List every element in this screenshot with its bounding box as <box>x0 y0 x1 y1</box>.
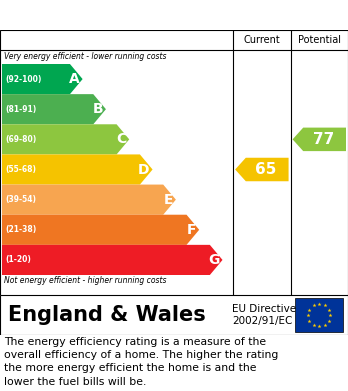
Text: (81-91): (81-91) <box>5 105 36 114</box>
Text: Current: Current <box>244 35 280 45</box>
Text: (39-54): (39-54) <box>5 195 36 204</box>
Polygon shape <box>2 94 106 124</box>
Text: E: E <box>163 193 173 206</box>
Polygon shape <box>2 124 129 154</box>
Text: (69-80): (69-80) <box>5 135 36 144</box>
Polygon shape <box>2 245 222 275</box>
Text: (55-68): (55-68) <box>5 165 36 174</box>
Text: D: D <box>138 163 150 176</box>
Polygon shape <box>2 185 176 215</box>
Polygon shape <box>235 158 288 181</box>
Polygon shape <box>2 154 152 185</box>
Text: Very energy efficient - lower running costs: Very energy efficient - lower running co… <box>4 52 166 61</box>
Polygon shape <box>293 127 346 151</box>
Text: Potential: Potential <box>298 35 341 45</box>
Text: Not energy efficient - higher running costs: Not energy efficient - higher running co… <box>4 276 166 285</box>
Bar <box>295 298 343 332</box>
Text: England & Wales: England & Wales <box>8 305 206 325</box>
Text: (1-20): (1-20) <box>5 255 31 264</box>
Polygon shape <box>2 215 199 245</box>
Text: 65: 65 <box>255 162 277 177</box>
Text: B: B <box>92 102 103 116</box>
Polygon shape <box>2 64 82 94</box>
Text: C: C <box>116 133 126 146</box>
Text: G: G <box>208 253 220 267</box>
Text: Energy Efficiency Rating: Energy Efficiency Rating <box>7 7 217 23</box>
Text: (92-100): (92-100) <box>5 75 41 84</box>
Text: F: F <box>187 223 196 237</box>
Text: The energy efficiency rating is a measure of the
overall efficiency of a home. T: The energy efficiency rating is a measur… <box>4 337 278 387</box>
Text: 77: 77 <box>313 132 334 147</box>
Text: (21-38): (21-38) <box>5 225 36 234</box>
Text: 2002/91/EC: 2002/91/EC <box>232 316 292 326</box>
Text: A: A <box>69 72 80 86</box>
Text: EU Directive: EU Directive <box>232 304 296 314</box>
